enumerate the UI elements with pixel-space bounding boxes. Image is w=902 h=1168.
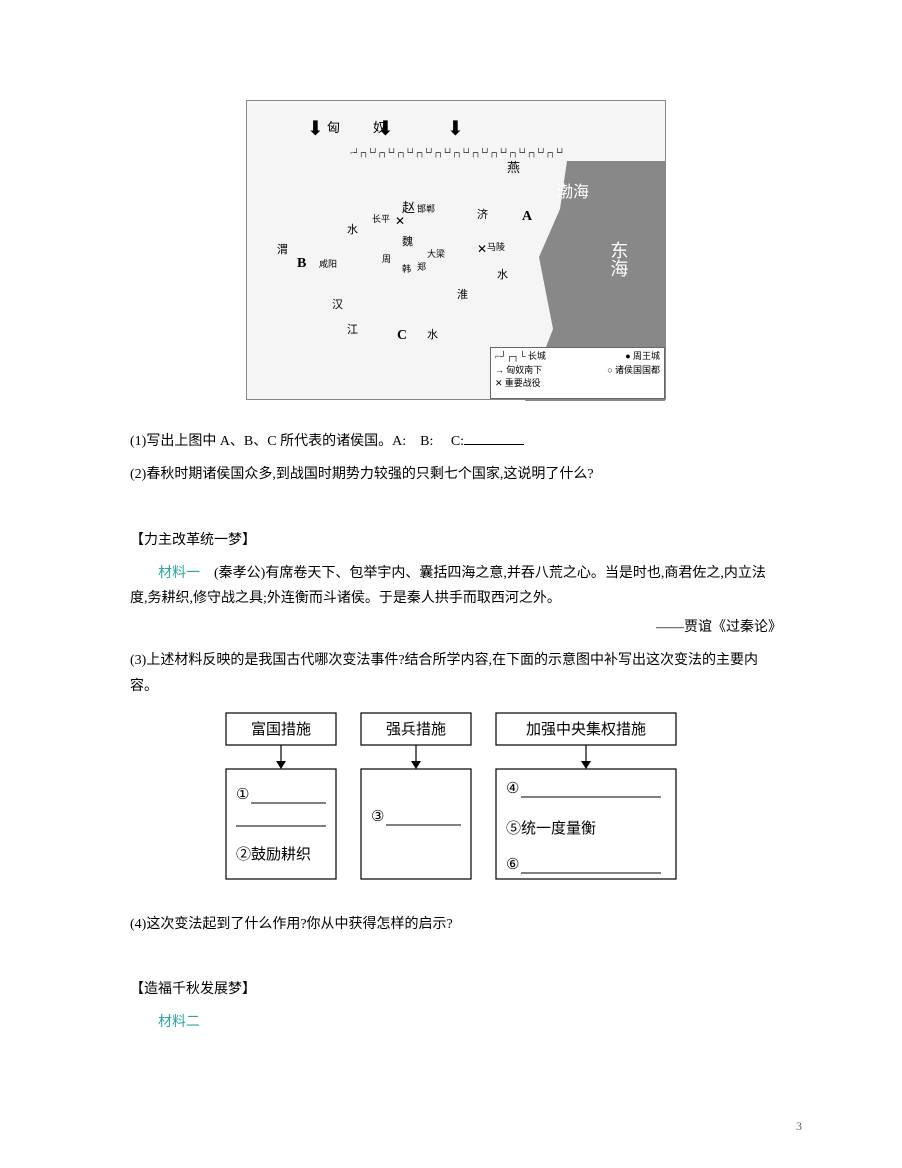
map-label-b: B — [297, 251, 306, 276]
diagram-container: 富国措施 ① ②鼓励耕织 强兵措施 ③ 加强中央集权措施 ④ ⑤统 — [130, 711, 782, 900]
material-2-label: 材料二 — [158, 1015, 200, 1030]
map-label-bohai: 渤海 — [557, 179, 589, 208]
section-2-title: 【力主改革统一梦】 — [130, 528, 782, 553]
page-number: 3 — [796, 1116, 802, 1138]
box3-title: 加强中央集权措施 — [526, 721, 646, 738]
material-1-label: 材料一 — [158, 566, 200, 581]
map-legend: ⌐┘┌┐└ 长城 ● 周王城 → 匈奴南下 ○ 诸侯国国都 ✕ 重要战役 — [490, 347, 665, 399]
legend-southward: → 匈奴南下 — [495, 364, 542, 378]
box1-title: 富国措施 — [251, 720, 311, 738]
map-label-ji: 济 — [477, 206, 488, 226]
map-label-jiang: 江 — [347, 321, 358, 341]
map-image: ⌐┘┌┐└┘┌┐└┘┌┐└┘┌┐└┘┌┐└┘┌┐└┘┌┐└┘┌┐└┘┌┐└┘┌┐… — [246, 100, 666, 400]
section-3-title: 【造福千秋发展梦】 — [130, 977, 782, 1002]
diagram-col-3: 加强中央集权措施 ④ ⑤统一度量衡 ⑥ — [496, 713, 676, 879]
question-1-text: (1)写出上图中 A、B、C 所代表的诸侯国。A: B: C: — [130, 434, 464, 449]
material-1-text: (秦孝公)有席卷天下、包举宇内、囊括四海之意,并吞八荒之心。当是时也,商君佐之,… — [130, 566, 766, 606]
material-2: 材料二 — [130, 1010, 782, 1035]
item-1: ① — [236, 787, 249, 803]
question-2-text: (2)春秋时期诸侯国众多,到战国时期势力较强的只剩七个国家,这说明了什么? — [130, 467, 594, 482]
wall-line: ⌐┘┌┐└┘┌┐└┘┌┐└┘┌┐└┘┌┐└┘┌┐└┘┌┐└┘┌┐└┘┌┐└┘┌┐… — [267, 146, 647, 160]
citation-1: ——贾谊《过秦论》 — [130, 615, 782, 640]
map-label-wei-river: 渭 — [277, 241, 288, 261]
box2-title: 强兵措施 — [386, 721, 446, 738]
map-label-yan: 燕 — [507, 156, 520, 179]
map-label-shui3: 水 — [427, 326, 438, 346]
map-label-han-river: 汉 — [332, 296, 343, 316]
map-label-zheng: 郑 — [417, 259, 426, 275]
question-4: (4)这次变法起到了什么作用?你从中获得怎样的启示? — [130, 912, 782, 937]
question-2: (2)春秋时期诸侯国众多,到战国时期势力较强的只剩七个国家,这说明了什么? — [130, 462, 782, 487]
map-label-changping: 长平 — [372, 211, 390, 227]
diagram-col-1: 富国措施 ① ②鼓励耕织 — [226, 713, 336, 879]
map-label-maling: 马陵 — [487, 239, 505, 255]
question-3-text: (3)上述材料反映的是我国古代哪次变法事件?结合所学内容,在下面的示意图中补写出… — [130, 653, 758, 693]
item-4: ④ — [506, 781, 519, 797]
diagram-svg: 富国措施 ① ②鼓励耕织 强兵措施 ③ 加强中央集权措施 ④ ⑤统 — [206, 711, 706, 891]
item-6: ⑥ — [506, 857, 519, 873]
arrow-2: ⬇ — [377, 111, 394, 147]
map-label-han-state: 韩 — [402, 261, 411, 277]
map-label-zhou: 周 — [382, 251, 391, 267]
map-label-a: A — [522, 204, 532, 229]
arrow-3: ⬇ — [447, 111, 464, 147]
material-1: 材料一 (秦孝公)有席卷天下、包举宇内、囊括四海之意,并吞八荒之心。当是时也,商… — [130, 561, 782, 611]
map-label-c: C — [397, 323, 407, 348]
map-label-shui1: 水 — [497, 266, 508, 286]
map-label-donghai: 东海 — [602, 241, 634, 277]
blank-c — [464, 429, 524, 445]
question-3: (3)上述材料反映的是我国古代哪次变法事件?结合所学内容,在下面的示意图中补写出… — [130, 648, 782, 698]
question-4-text: (4)这次变法起到了什么作用?你从中获得怎样的启示? — [130, 917, 453, 932]
map-label-xianyang: 咸阳 — [319, 256, 337, 272]
question-1: (1)写出上图中 A、B、C 所代表的诸侯国。A: B: C: — [130, 429, 782, 454]
item-3: ③ — [371, 809, 384, 825]
arrow-1: ⬇ — [307, 111, 324, 147]
map-label-handan: 邯郸 — [417, 201, 435, 217]
legend-royal: ● 周王城 — [625, 350, 660, 364]
legend-battle: ✕ 重要战役 — [495, 378, 541, 388]
map-label-daliang: 大梁 — [427, 246, 445, 262]
battle-x-2: ✕ — [477, 239, 487, 261]
map-container: ⌐┘┌┐└┘┌┐└┘┌┐└┘┌┐└┘┌┐└┘┌┐└┘┌┐└┘┌┐└┘┌┐└┘┌┐… — [130, 100, 782, 409]
map-label-huai: 淮 — [457, 286, 468, 306]
map-label-wei-state: 魏 — [402, 233, 413, 253]
item-5: ⑤统一度量衡 — [506, 820, 596, 837]
legend-wall: ⌐┘┌┐└ 长城 — [495, 350, 546, 364]
battle-x-1: ✕ — [395, 211, 405, 233]
item-2: ②鼓励耕织 — [236, 845, 311, 863]
map-label-shui2: 水 — [347, 221, 358, 241]
diagram-col-2: 强兵措施 ③ — [361, 713, 471, 879]
legend-capital: ○ 诸侯国国都 — [607, 364, 660, 378]
